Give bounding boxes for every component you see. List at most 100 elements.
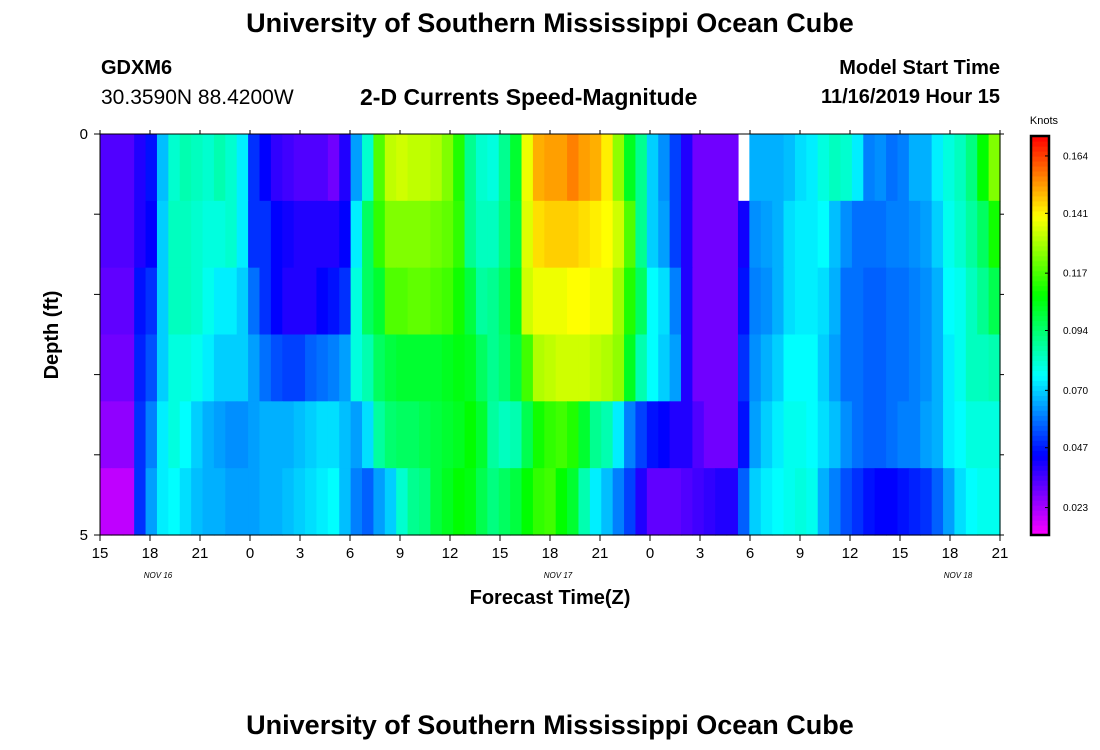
heatmap-cell bbox=[145, 200, 158, 269]
heatmap-cell bbox=[168, 401, 181, 469]
heatmap-cell bbox=[111, 267, 124, 336]
heatmap-cell bbox=[521, 468, 534, 536]
heatmap-cell bbox=[749, 267, 762, 336]
heatmap-cell bbox=[567, 401, 580, 469]
colorbar-segment bbox=[1031, 470, 1049, 476]
heatmap-cell bbox=[145, 334, 158, 402]
heatmap-cell bbox=[441, 134, 454, 202]
heatmap-cell bbox=[794, 200, 807, 269]
heatmap-cell bbox=[840, 468, 853, 536]
heatmap-cell bbox=[829, 267, 842, 336]
heatmap-cell bbox=[931, 267, 944, 336]
heatmap-cell bbox=[384, 134, 397, 202]
heatmap-cell bbox=[487, 134, 500, 202]
colorbar-segment bbox=[1031, 480, 1049, 486]
heatmap-cell bbox=[521, 200, 534, 269]
heatmap-cell bbox=[453, 401, 466, 469]
heatmap-cell bbox=[521, 401, 534, 469]
x-tick-label: 9 bbox=[796, 545, 804, 562]
model-start-label: Model Start Time bbox=[839, 57, 1000, 79]
heatmap-cell bbox=[498, 401, 511, 469]
heatmap-cell bbox=[282, 267, 295, 336]
heatmap-cell bbox=[453, 267, 466, 336]
heatmap-cell bbox=[453, 334, 466, 402]
heatmap-cell bbox=[897, 468, 910, 536]
colorbar-segment bbox=[1031, 155, 1049, 162]
heatmap-cell bbox=[236, 401, 249, 469]
heatmap-cell bbox=[920, 468, 933, 536]
colorbar-segment bbox=[1031, 365, 1049, 372]
heatmap-cell bbox=[373, 401, 386, 469]
heatmap-cell bbox=[236, 267, 249, 336]
heatmap-cell bbox=[384, 401, 397, 469]
heatmap-cell bbox=[475, 401, 488, 469]
heatmap-cell bbox=[441, 468, 454, 536]
heatmap-cell bbox=[726, 134, 739, 202]
heatmap-cell bbox=[122, 401, 135, 469]
heatmap-cell bbox=[863, 468, 876, 536]
heatmap-cell bbox=[100, 334, 112, 402]
heatmap-cell bbox=[327, 468, 340, 536]
heatmap-cell bbox=[555, 134, 568, 202]
heatmap-cell bbox=[111, 334, 124, 402]
heatmap-cell bbox=[908, 200, 921, 269]
colorbar-segment bbox=[1031, 500, 1049, 506]
colorbar-segment bbox=[1031, 185, 1049, 192]
heatmap-cell bbox=[943, 134, 956, 202]
x-tick-label: 18 bbox=[142, 545, 159, 562]
colorbar-segment bbox=[1031, 420, 1049, 426]
heatmap-cell bbox=[362, 334, 375, 402]
heatmap-cell bbox=[168, 200, 181, 269]
heatmap-cell bbox=[179, 401, 192, 469]
heatmap-cell bbox=[749, 134, 762, 202]
heatmap-cell bbox=[396, 267, 409, 336]
heatmap-cell bbox=[715, 200, 728, 269]
colorbar-segment bbox=[1031, 390, 1049, 396]
heatmap-cell bbox=[384, 468, 397, 536]
heatmap-cell bbox=[430, 267, 443, 336]
heatmap-cell bbox=[225, 200, 238, 269]
heatmap-cell bbox=[362, 401, 375, 469]
heatmap-cell bbox=[954, 468, 967, 536]
heatmap-cell bbox=[578, 200, 591, 269]
heatmap-cell bbox=[817, 200, 830, 269]
heatmap-cell bbox=[624, 200, 637, 269]
colorbar-tick-label: 0.047 bbox=[1063, 443, 1088, 454]
colorbar-segment bbox=[1031, 250, 1049, 257]
heatmap-cell bbox=[418, 334, 431, 402]
heatmap-cell bbox=[977, 334, 990, 402]
heatmap-cell bbox=[692, 468, 705, 536]
heatmap-cell bbox=[965, 200, 978, 269]
heatmap-cell bbox=[475, 134, 488, 202]
heatmap-cell bbox=[703, 468, 716, 536]
heatmap-cell bbox=[897, 334, 910, 402]
colorbar-tick-label: 0.094 bbox=[1063, 326, 1088, 337]
heatmap-cell bbox=[794, 267, 807, 336]
heatmap-cell bbox=[920, 267, 933, 336]
heatmap-cells bbox=[100, 134, 1001, 536]
heatmap-cell bbox=[430, 200, 443, 269]
heatmap-cell bbox=[521, 334, 534, 402]
heatmap-cell bbox=[475, 200, 488, 269]
heatmap-cell bbox=[977, 267, 990, 336]
heatmap-cell bbox=[954, 200, 967, 269]
heatmap-cell bbox=[396, 401, 409, 469]
heatmap-cell bbox=[931, 401, 944, 469]
heatmap-cell bbox=[339, 267, 352, 336]
heatmap-cell bbox=[225, 401, 238, 469]
colorbar-segment bbox=[1031, 220, 1049, 227]
heatmap-cell bbox=[920, 134, 933, 202]
heatmap-cell bbox=[555, 468, 568, 536]
colorbar-segment bbox=[1031, 295, 1049, 302]
heatmap-cell bbox=[578, 468, 591, 536]
heatmap-cell bbox=[760, 334, 773, 402]
colorbar-segment bbox=[1031, 305, 1049, 312]
heatmap-cell bbox=[510, 334, 523, 402]
colorbar-segment bbox=[1031, 345, 1049, 352]
heatmap-cell bbox=[225, 334, 238, 402]
colorbar-segment bbox=[1031, 410, 1049, 416]
heatmap-cell bbox=[475, 468, 488, 536]
heatmap-cell bbox=[988, 468, 1001, 536]
heatmap-cell bbox=[282, 134, 295, 202]
heatmap-cell bbox=[612, 468, 625, 536]
